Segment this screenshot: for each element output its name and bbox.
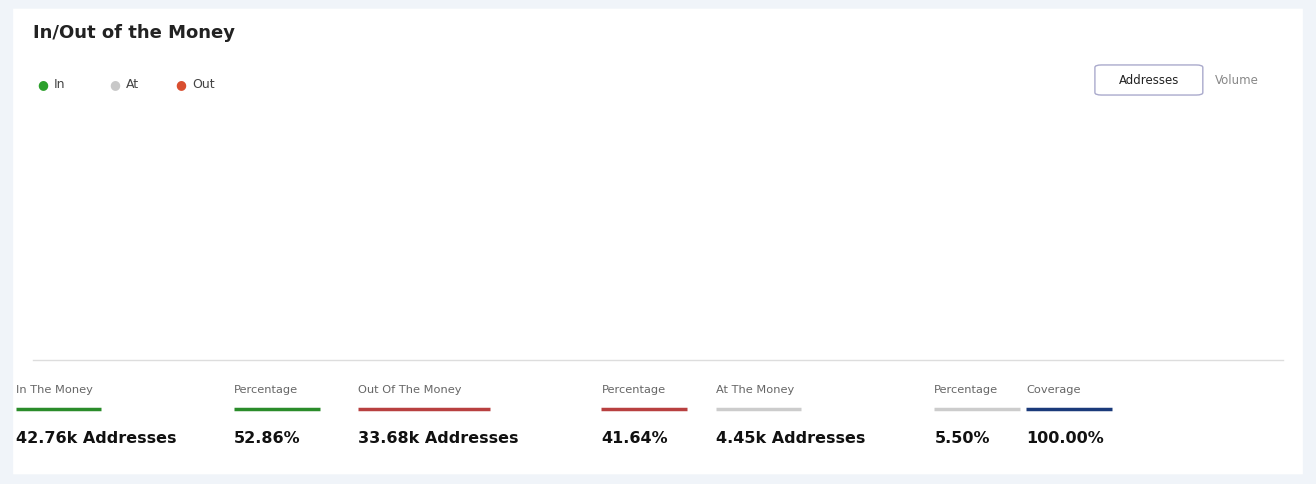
Text: Current Price: $6.08: Current Price: $6.08 [682, 126, 800, 139]
Text: 42.76k Addresses: 42.76k Addresses [16, 431, 176, 445]
Text: 33.68k Addresses: 33.68k Addresses [358, 431, 519, 445]
Text: Out Of The Money: Out Of The Money [358, 385, 462, 394]
Text: In/Out of the Money: In/Out of the Money [33, 24, 234, 42]
Point [187, 224, 208, 232]
Text: ●: ● [37, 78, 47, 91]
Point [496, 224, 517, 232]
Point [291, 224, 312, 232]
Text: 5.50%: 5.50% [934, 431, 990, 445]
Text: At The Money: At The Money [716, 385, 794, 394]
Text: In The Money: In The Money [16, 385, 92, 394]
Point [84, 224, 105, 232]
Point [393, 224, 415, 232]
Text: 4.45k Addresses: 4.45k Addresses [716, 431, 866, 445]
Point [599, 224, 620, 232]
Text: Coverage: Coverage [1026, 385, 1080, 394]
Text: ●: ● [109, 78, 120, 91]
Text: Out: Out [192, 78, 215, 91]
Point [908, 224, 929, 232]
Text: Percentage: Percentage [234, 385, 299, 394]
Text: Percentage: Percentage [601, 385, 666, 394]
Point [1011, 224, 1032, 232]
Text: Volume: Volume [1215, 74, 1259, 86]
Text: ●: ● [175, 78, 186, 91]
Point [1115, 224, 1136, 232]
Text: 100.00%: 100.00% [1026, 431, 1104, 445]
Text: 52.86%: 52.86% [234, 431, 301, 445]
Text: IntoTheBlock: IntoTheBlock [590, 212, 733, 233]
Text: Percentage: Percentage [934, 385, 999, 394]
Text: In: In [54, 78, 66, 91]
Point [805, 224, 826, 232]
Text: Addresses: Addresses [1119, 74, 1179, 86]
Text: 41.64%: 41.64% [601, 431, 669, 445]
Text: At: At [126, 78, 139, 91]
Point [1217, 224, 1238, 232]
Point [703, 224, 724, 232]
